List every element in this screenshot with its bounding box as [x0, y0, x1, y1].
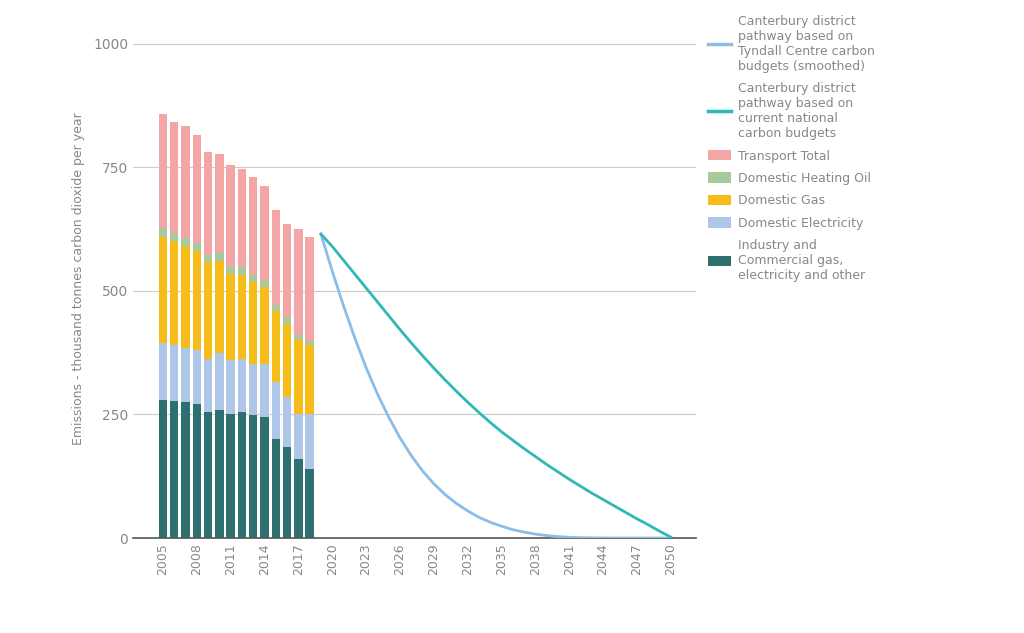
Bar	[294, 229, 302, 335]
Bar	[226, 360, 234, 415]
Bar	[271, 439, 280, 538]
Bar	[204, 412, 212, 538]
Bar	[238, 412, 246, 538]
Bar	[271, 311, 280, 382]
Bar	[238, 275, 246, 359]
Bar	[305, 415, 314, 469]
Bar	[260, 363, 268, 417]
Bar	[215, 410, 223, 538]
Bar	[215, 353, 223, 410]
Bar	[159, 228, 167, 237]
Bar	[305, 341, 314, 345]
Bar	[305, 237, 314, 341]
Bar	[193, 251, 201, 350]
Bar	[159, 114, 167, 228]
Bar	[170, 241, 178, 345]
Bar	[283, 447, 291, 538]
Bar	[294, 341, 302, 415]
Bar	[249, 415, 257, 538]
Bar	[181, 126, 189, 239]
Bar	[193, 243, 201, 251]
Bar	[215, 261, 223, 353]
Bar	[238, 266, 246, 275]
Bar	[193, 350, 201, 404]
Bar	[159, 343, 167, 399]
Bar	[170, 122, 178, 233]
Bar	[193, 135, 201, 243]
Bar	[226, 415, 234, 538]
Y-axis label: Emissions - thousand tonnes carbon dioxide per year: Emissions - thousand tonnes carbon dioxi…	[72, 112, 85, 445]
Bar	[181, 402, 189, 538]
Bar	[215, 253, 223, 261]
Bar	[170, 233, 178, 241]
Bar	[260, 185, 268, 280]
Bar	[193, 404, 201, 538]
Bar	[204, 262, 212, 359]
Bar	[204, 359, 212, 412]
Bar	[238, 169, 246, 266]
Bar	[305, 469, 314, 538]
Bar	[226, 266, 234, 273]
Bar	[159, 237, 167, 343]
Bar	[294, 415, 302, 459]
Bar	[271, 382, 280, 439]
Bar	[260, 280, 268, 287]
Bar	[283, 224, 291, 317]
Bar	[271, 210, 280, 304]
Bar	[260, 287, 268, 363]
Bar	[249, 282, 257, 363]
Bar	[305, 345, 314, 415]
Bar	[249, 177, 257, 275]
Bar	[181, 246, 189, 348]
Bar	[283, 397, 291, 447]
Bar	[204, 152, 212, 255]
Bar	[181, 348, 189, 402]
Bar	[170, 401, 178, 538]
Bar	[238, 359, 246, 412]
Bar	[159, 399, 167, 538]
Bar	[271, 304, 280, 311]
Bar	[226, 165, 234, 266]
Bar	[249, 363, 257, 415]
Bar	[215, 154, 223, 253]
Bar	[181, 239, 189, 246]
Bar	[283, 317, 291, 324]
Bar	[170, 345, 178, 401]
Bar	[260, 417, 268, 538]
Legend: Canterbury district
pathway based on
Tyndall Centre carbon
budgets (smoothed), C: Canterbury district pathway based on Tyn…	[709, 15, 876, 282]
Bar	[204, 255, 212, 262]
Bar	[294, 335, 302, 341]
Bar	[249, 275, 257, 282]
Bar	[226, 273, 234, 360]
Bar	[294, 459, 302, 538]
Bar	[283, 324, 291, 397]
